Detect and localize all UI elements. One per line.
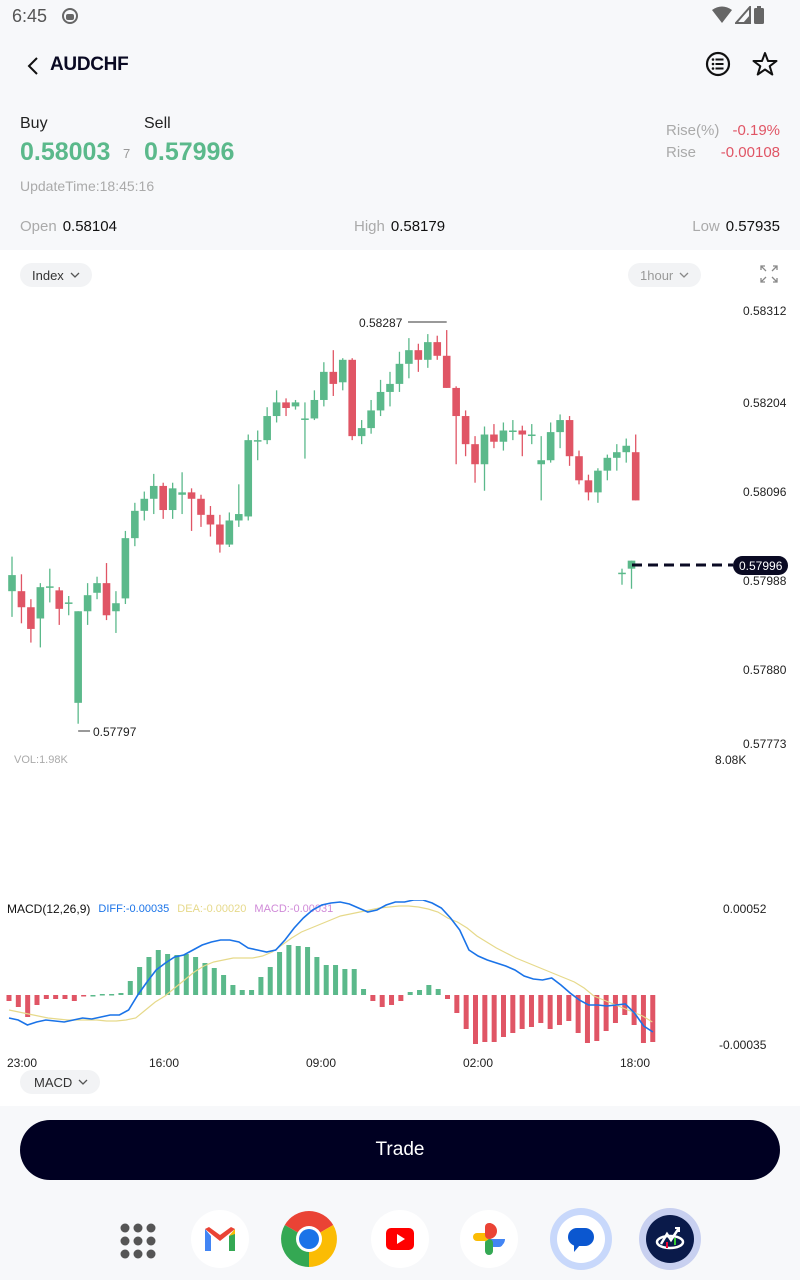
- app-drawer-icon[interactable]: [119, 1222, 157, 1260]
- low-stat: Low 0.57935: [692, 218, 780, 235]
- chevron-down-icon: [78, 1079, 88, 1085]
- top-app-bar: AUDCHF: [0, 40, 800, 92]
- index-dropdown-label: Index: [32, 267, 64, 283]
- volume-label: VOL:1.98K: [14, 754, 68, 766]
- app-dock: [0, 1200, 800, 1280]
- youtube-app-icon[interactable]: [371, 1210, 429, 1268]
- rise-percent-row: Rise(%) -0.19%: [666, 122, 780, 139]
- buy-label: Buy: [20, 115, 48, 132]
- buy-price: 0.58003: [20, 138, 111, 166]
- candlestick-chart[interactable]: [0, 0, 800, 800]
- wifi-icon: [712, 6, 732, 23]
- high-value: 0.58179: [390, 218, 446, 235]
- open-value: 0.58104: [62, 218, 117, 235]
- spread-value: 7: [123, 146, 131, 161]
- x-axis-tick: 18:00: [620, 1056, 651, 1070]
- indicator-dropdown[interactable]: MACD: [20, 1070, 101, 1094]
- volume-max-label: 8.08K: [715, 753, 747, 767]
- index-dropdown[interactable]: Index: [20, 263, 92, 287]
- current-price-value: 0.57996: [739, 558, 783, 573]
- rise-value: -0.00108: [720, 144, 780, 161]
- notification-icon: [62, 8, 78, 24]
- dea-value: DEA:-0.00020: [177, 903, 247, 915]
- gmail-app-icon[interactable]: [191, 1210, 249, 1268]
- fullscreen-expand-icon[interactable]: [760, 265, 778, 283]
- y-axis-tick: 0.57880: [743, 663, 787, 677]
- macd-title: MACD(12,26,9): [7, 902, 91, 916]
- low-label: Low: [692, 218, 720, 235]
- y-axis-tick: 0.58096: [743, 485, 787, 499]
- rise-percent-label: Rise(%): [666, 122, 720, 139]
- high-stat: High 0.58179: [354, 218, 445, 235]
- y-axis-tick: 0.57988: [743, 574, 787, 588]
- sell-label: Sell: [144, 115, 171, 132]
- rise-label: Rise: [666, 144, 697, 161]
- page-title: AUDCHF: [50, 54, 129, 75]
- x-axis-tick: 16:00: [149, 1056, 180, 1070]
- chevron-down-icon: [679, 272, 689, 278]
- macd-legend: MACD(12,26,9) DIFF:-0.00035 DEA:-0.00020…: [7, 902, 333, 916]
- macd-value: MACD:-0.00031: [254, 903, 334, 915]
- star-favorite-icon[interactable]: [751, 50, 779, 78]
- indicator-dropdown-label: MACD: [34, 1074, 73, 1090]
- rise-row: Rise -0.00108: [666, 144, 780, 161]
- sell-price: 0.57996: [144, 138, 235, 166]
- chevron-down-icon: [70, 272, 80, 278]
- macd-y-max: 0.00052: [723, 902, 767, 916]
- status-bar: 6:45: [0, 0, 800, 34]
- y-axis-tick: 0.57773: [743, 737, 787, 751]
- x-axis-tick: 09:00: [306, 1056, 337, 1070]
- trading-app-icon[interactable]: [639, 1208, 701, 1270]
- update-time: UpdateTime:18:45:16: [20, 178, 155, 194]
- back-arrow-icon[interactable]: [22, 54, 46, 78]
- interval-dropdown[interactable]: 1hour: [628, 263, 702, 287]
- chrome-app-icon[interactable]: [280, 1210, 338, 1268]
- current-price-tag: 0.57996: [733, 556, 789, 575]
- macd-chart[interactable]: [0, 900, 700, 1060]
- status-time: 6:45: [12, 6, 48, 26]
- y-axis-tick: 0.58204: [743, 396, 787, 410]
- quote-panel: Buy 0.58003 7 Sell 0.57996 UpdateTime:18…: [0, 112, 800, 202]
- rise-percent-value: -0.19%: [732, 122, 780, 139]
- y-axis-tick: 0.58312: [743, 304, 787, 318]
- photos-app-icon[interactable]: [460, 1210, 518, 1268]
- high-label: High: [354, 218, 385, 235]
- x-axis-tick: 23:00: [7, 1056, 38, 1070]
- trade-button[interactable]: Trade: [20, 1120, 780, 1180]
- open-label: Open: [20, 218, 57, 235]
- messages-app-icon[interactable]: [550, 1208, 612, 1270]
- low-value: 0.57935: [725, 218, 780, 235]
- signal-icon: [735, 6, 751, 24]
- diff-value: DIFF:-0.00035: [98, 903, 170, 915]
- x-axis-tick: 02:00: [463, 1056, 494, 1070]
- status-icons: [712, 6, 764, 24]
- battery-icon: [754, 6, 764, 24]
- min-price-label: 0.57797: [93, 725, 137, 739]
- open-stat: Open 0.58104: [20, 218, 117, 235]
- max-price-label: 0.58287: [359, 316, 403, 330]
- interval-dropdown-label: 1hour: [640, 267, 674, 283]
- macd-y-min: -0.00035: [719, 1038, 767, 1052]
- chart-card: [0, 250, 800, 1106]
- trade-button-label: Trade: [375, 1139, 425, 1160]
- list-menu-icon[interactable]: [704, 50, 732, 78]
